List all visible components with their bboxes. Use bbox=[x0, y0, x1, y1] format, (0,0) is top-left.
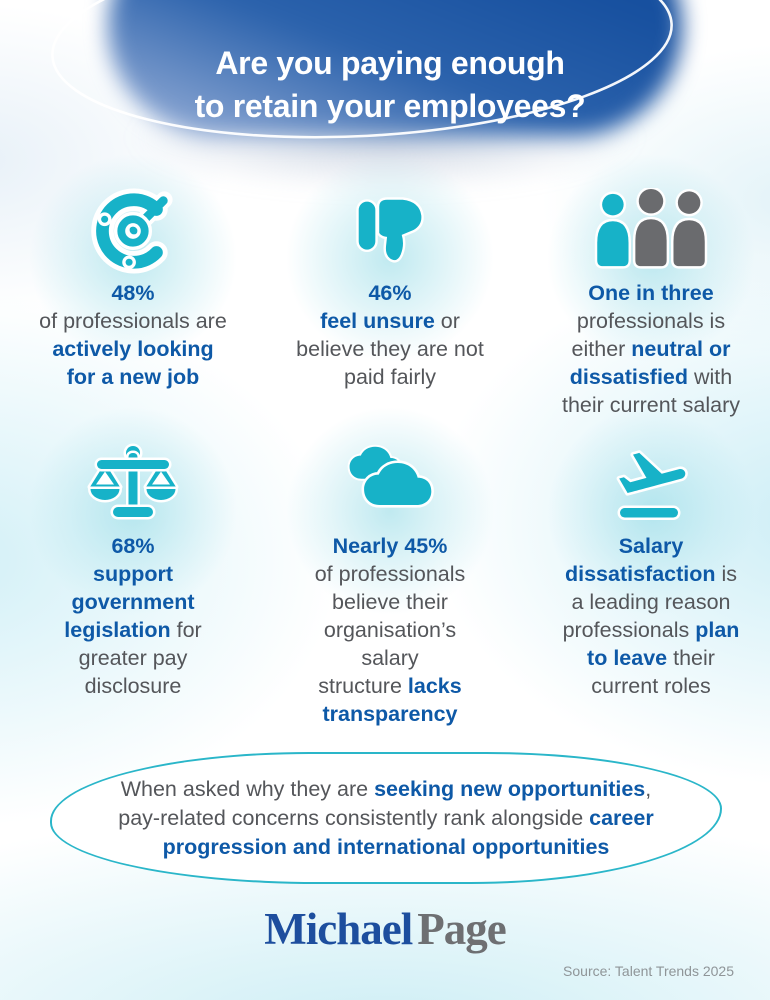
stat-text: 68% support government legislation for great… bbox=[64, 534, 202, 698]
source-note: Source: Talent Trends 2025 bbox=[563, 963, 734, 979]
brand-logo: Michael Page bbox=[0, 903, 770, 955]
plane-takeoff-icon bbox=[616, 450, 688, 520]
clouds-icon bbox=[347, 444, 434, 508]
stat-text: One in three professionals is either neutr… bbox=[561, 281, 741, 417]
stat-card-actively-looking: 48% of professionals are actively looking f… bbox=[15, 153, 251, 391]
scales-icon bbox=[87, 443, 179, 520]
target-progress-icon bbox=[91, 188, 173, 274]
three-people-icon bbox=[594, 188, 708, 269]
icon-glow bbox=[285, 406, 495, 616]
page-title-line2: to retain your employees? bbox=[194, 88, 586, 125]
stat-card-feel-unsure: 46% feel unsure or believe they are not pai… bbox=[272, 153, 508, 391]
callout-text: When asked why they are seeking new oppo… bbox=[118, 776, 654, 859]
stat-text: 48% of professionals are actively looking f… bbox=[39, 281, 227, 389]
stat-card-legislation: 68% support government legislation for great… bbox=[15, 406, 251, 700]
logo-michael: Michael bbox=[264, 904, 413, 954]
stat-text: 46% feel unsure or believe they are not pai… bbox=[296, 281, 484, 389]
logo-page: Page bbox=[417, 904, 506, 954]
page-title-line1: Are you paying enough bbox=[215, 45, 565, 82]
stat-text: Nearly 45% of professionals believe their o… bbox=[314, 534, 466, 726]
callout-bubble: When asked why they are seeking new oppo… bbox=[50, 752, 722, 884]
stat-card-plan-to-leave: Salary dissatisfaction is a leading reason… bbox=[533, 406, 769, 700]
stat-card-transparency: Nearly 45% of professionals believe their o… bbox=[272, 406, 508, 728]
stat-text: Salary dissatisfaction is a leading reason… bbox=[562, 534, 740, 698]
thumbs-down-icon bbox=[356, 197, 424, 263]
page-title: Are you paying enough to retain your empl… bbox=[55, 42, 725, 128]
stat-card-one-in-three: One in three professionals is either neutr… bbox=[533, 153, 769, 419]
